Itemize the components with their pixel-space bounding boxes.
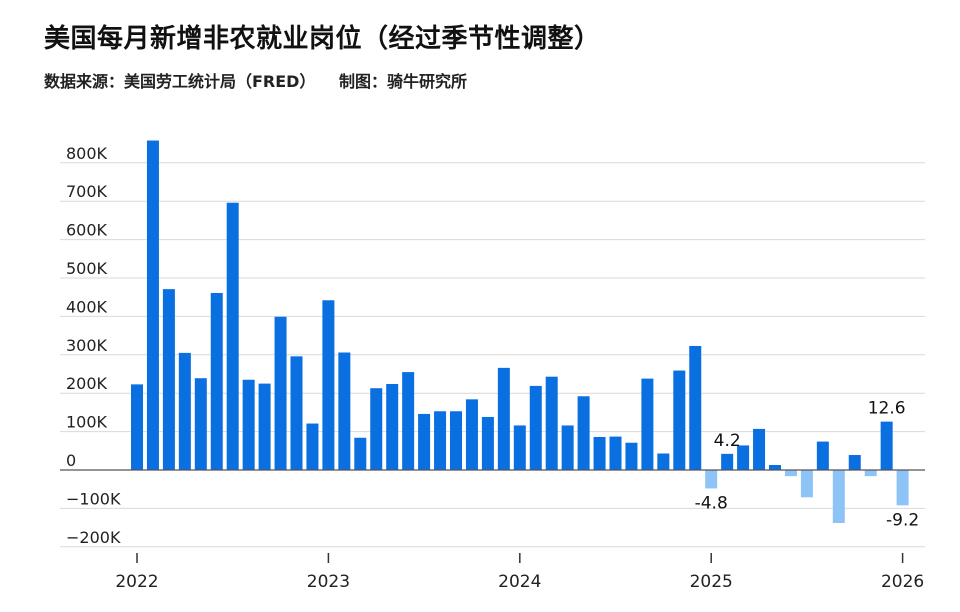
x-tick-label: 2024 [498, 572, 541, 592]
bar [816, 441, 829, 470]
bar [386, 383, 399, 470]
bar [418, 413, 431, 470]
bar [529, 385, 542, 470]
x-tick-label: 2025 [690, 572, 733, 592]
data-label: 12.6 [868, 399, 906, 419]
bar [450, 411, 462, 470]
credit-note: 制图：骑牛研究所 [339, 72, 468, 91]
bar [402, 372, 415, 470]
bar [784, 470, 797, 477]
bar [354, 437, 367, 470]
x-tick-label: 2023 [307, 572, 350, 592]
y-tick-label: 300K [66, 336, 108, 355]
y-tick-label: 600K [66, 221, 108, 240]
data-label: -9.2 [886, 510, 919, 530]
y-tick-label: 700K [66, 182, 108, 201]
chart-title: 美国每月新增非农就业岗位（经过季节性调整） [44, 24, 601, 54]
bar [705, 470, 718, 489]
bar [178, 352, 191, 470]
bar [513, 425, 526, 470]
bar [322, 300, 335, 470]
bar [896, 470, 909, 506]
y-tick-label: 100K [66, 413, 108, 432]
bar [481, 417, 494, 470]
bar [753, 428, 766, 470]
bar [800, 470, 813, 498]
bar [864, 470, 877, 477]
bar [242, 379, 255, 470]
bar [880, 421, 893, 470]
y-tick-label: −100K [66, 489, 121, 508]
bar [641, 378, 654, 470]
bar [609, 436, 622, 470]
bar [561, 425, 574, 470]
x-tick-label: 2022 [115, 572, 158, 592]
bar [370, 388, 383, 470]
bar [210, 292, 223, 470]
x-tick-label: 2026 [881, 572, 924, 592]
bar [545, 376, 558, 470]
bar [131, 384, 143, 470]
bar [625, 442, 638, 470]
bar [737, 445, 750, 470]
bar [769, 465, 781, 470]
bar [338, 352, 351, 470]
y-tick-label: 800K [66, 144, 108, 163]
bar [258, 383, 271, 470]
y-tick-label: 400K [66, 297, 108, 316]
bar [657, 453, 670, 470]
bar [673, 370, 686, 470]
bar [146, 140, 159, 470]
bar [290, 356, 303, 470]
bar [465, 399, 478, 470]
bar [497, 367, 510, 470]
chart-subtitle: 数据来源：美国劳工统计局（FRED） 制图：骑牛研究所 [44, 68, 485, 92]
bar [848, 455, 861, 470]
bar [832, 470, 845, 523]
bar [306, 423, 319, 470]
bar [577, 396, 590, 470]
source-note: 数据来源：美国劳工统计局（FRED） [44, 72, 316, 91]
data-label: 4.2 [714, 431, 741, 451]
y-tick-label: 200K [66, 374, 108, 393]
y-tick-label: −200K [66, 528, 121, 547]
data-label: -4.8 [695, 493, 728, 513]
bar [689, 345, 702, 470]
bar [194, 378, 207, 470]
y-tick-label: 500K [66, 259, 108, 278]
bar [162, 289, 175, 470]
bar [593, 436, 606, 470]
bar [434, 411, 447, 470]
y-tick-label: 0 [66, 451, 76, 470]
bar [226, 202, 239, 470]
bar [274, 316, 287, 470]
bar [721, 453, 734, 470]
